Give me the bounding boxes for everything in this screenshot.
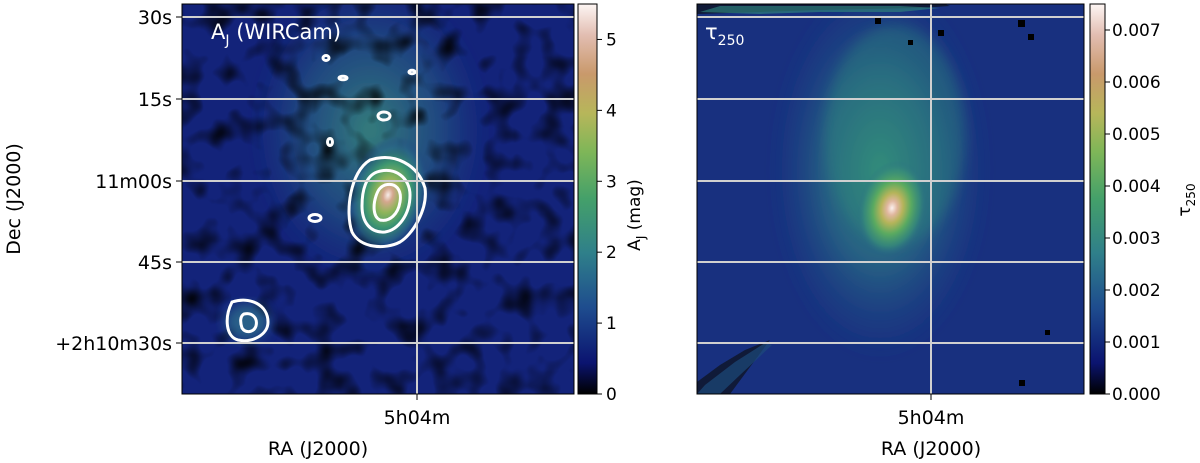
left-colorbar-label: AJ (mag)	[625, 179, 648, 251]
y-tick-label: 15s	[138, 89, 172, 111]
left-panel: AJ (WIRCam) 30s 15s 11m00s 45s +2h10m30s…	[3, 3, 648, 460]
colorbar-tick-label: 5	[606, 30, 617, 50]
right-axes-frame	[696, 3, 1085, 395]
left-grid	[182, 4, 574, 394]
colorbar-tick-label: 2	[606, 243, 617, 263]
left-contours	[225, 54, 427, 343]
left-x-axis-title: RA (J2000)	[268, 438, 368, 460]
right-colorbar: 0.000 0.001 0.002 0.003 0.004 0.005 0.006 0.007…	[1089, 3, 1198, 405]
y-axis-title: Dec (J2000)	[3, 143, 25, 255]
colorbar-tick-label: 0.000	[1112, 385, 1161, 405]
colorbar-tick-label: 0.005	[1112, 125, 1161, 145]
colorbar-tick-label: 0.002	[1112, 281, 1161, 301]
colorbar-tick-label: 0.006	[1112, 73, 1161, 93]
left-y-ticks: 30s 15s 11m00s 45s +2h10m30s	[55, 7, 182, 355]
left-axes-frame	[181, 3, 575, 395]
y-tick-label: 11m00s	[95, 171, 172, 193]
right-heatmap	[697, 4, 1084, 394]
colorbar-tick-label: 0.003	[1112, 229, 1161, 249]
left-colorbar: 0 1 2 3 4 5 AJ (mag)	[577, 3, 648, 405]
right-panel: τ250 5h04m RA (J2000) 0.0000.0010.0020.0…	[696, 3, 1198, 460]
left-heatmap	[182, 4, 574, 394]
colorbar-tick-label: 0.004	[1112, 177, 1161, 197]
colorbar-tick-label: 4	[606, 101, 617, 121]
y-tick-label: +2h10m30s	[55, 333, 172, 355]
right-grid	[697, 4, 1084, 394]
colorbar-tick-label: 0	[606, 385, 617, 405]
right-colorbar-label: τ250	[1175, 183, 1198, 216]
y-tick-label: 45s	[138, 252, 172, 274]
y-tick-label: 30s	[138, 7, 172, 29]
left-x-tick-label: 5h04m	[384, 407, 451, 429]
right-panel-label: τ250	[705, 20, 744, 49]
right-x-tick-label: 5h04m	[898, 407, 965, 429]
colorbar-tick-label: 0.001	[1112, 333, 1161, 353]
right-x-axis-title: RA (J2000)	[881, 438, 981, 460]
colorbar-tick-label: 0.007	[1112, 21, 1161, 41]
left-panel-label: AJ (WIRCam)	[211, 20, 341, 49]
colorbar-tick-label: 3	[606, 172, 617, 192]
colorbar-tick-label: 1	[606, 314, 617, 334]
